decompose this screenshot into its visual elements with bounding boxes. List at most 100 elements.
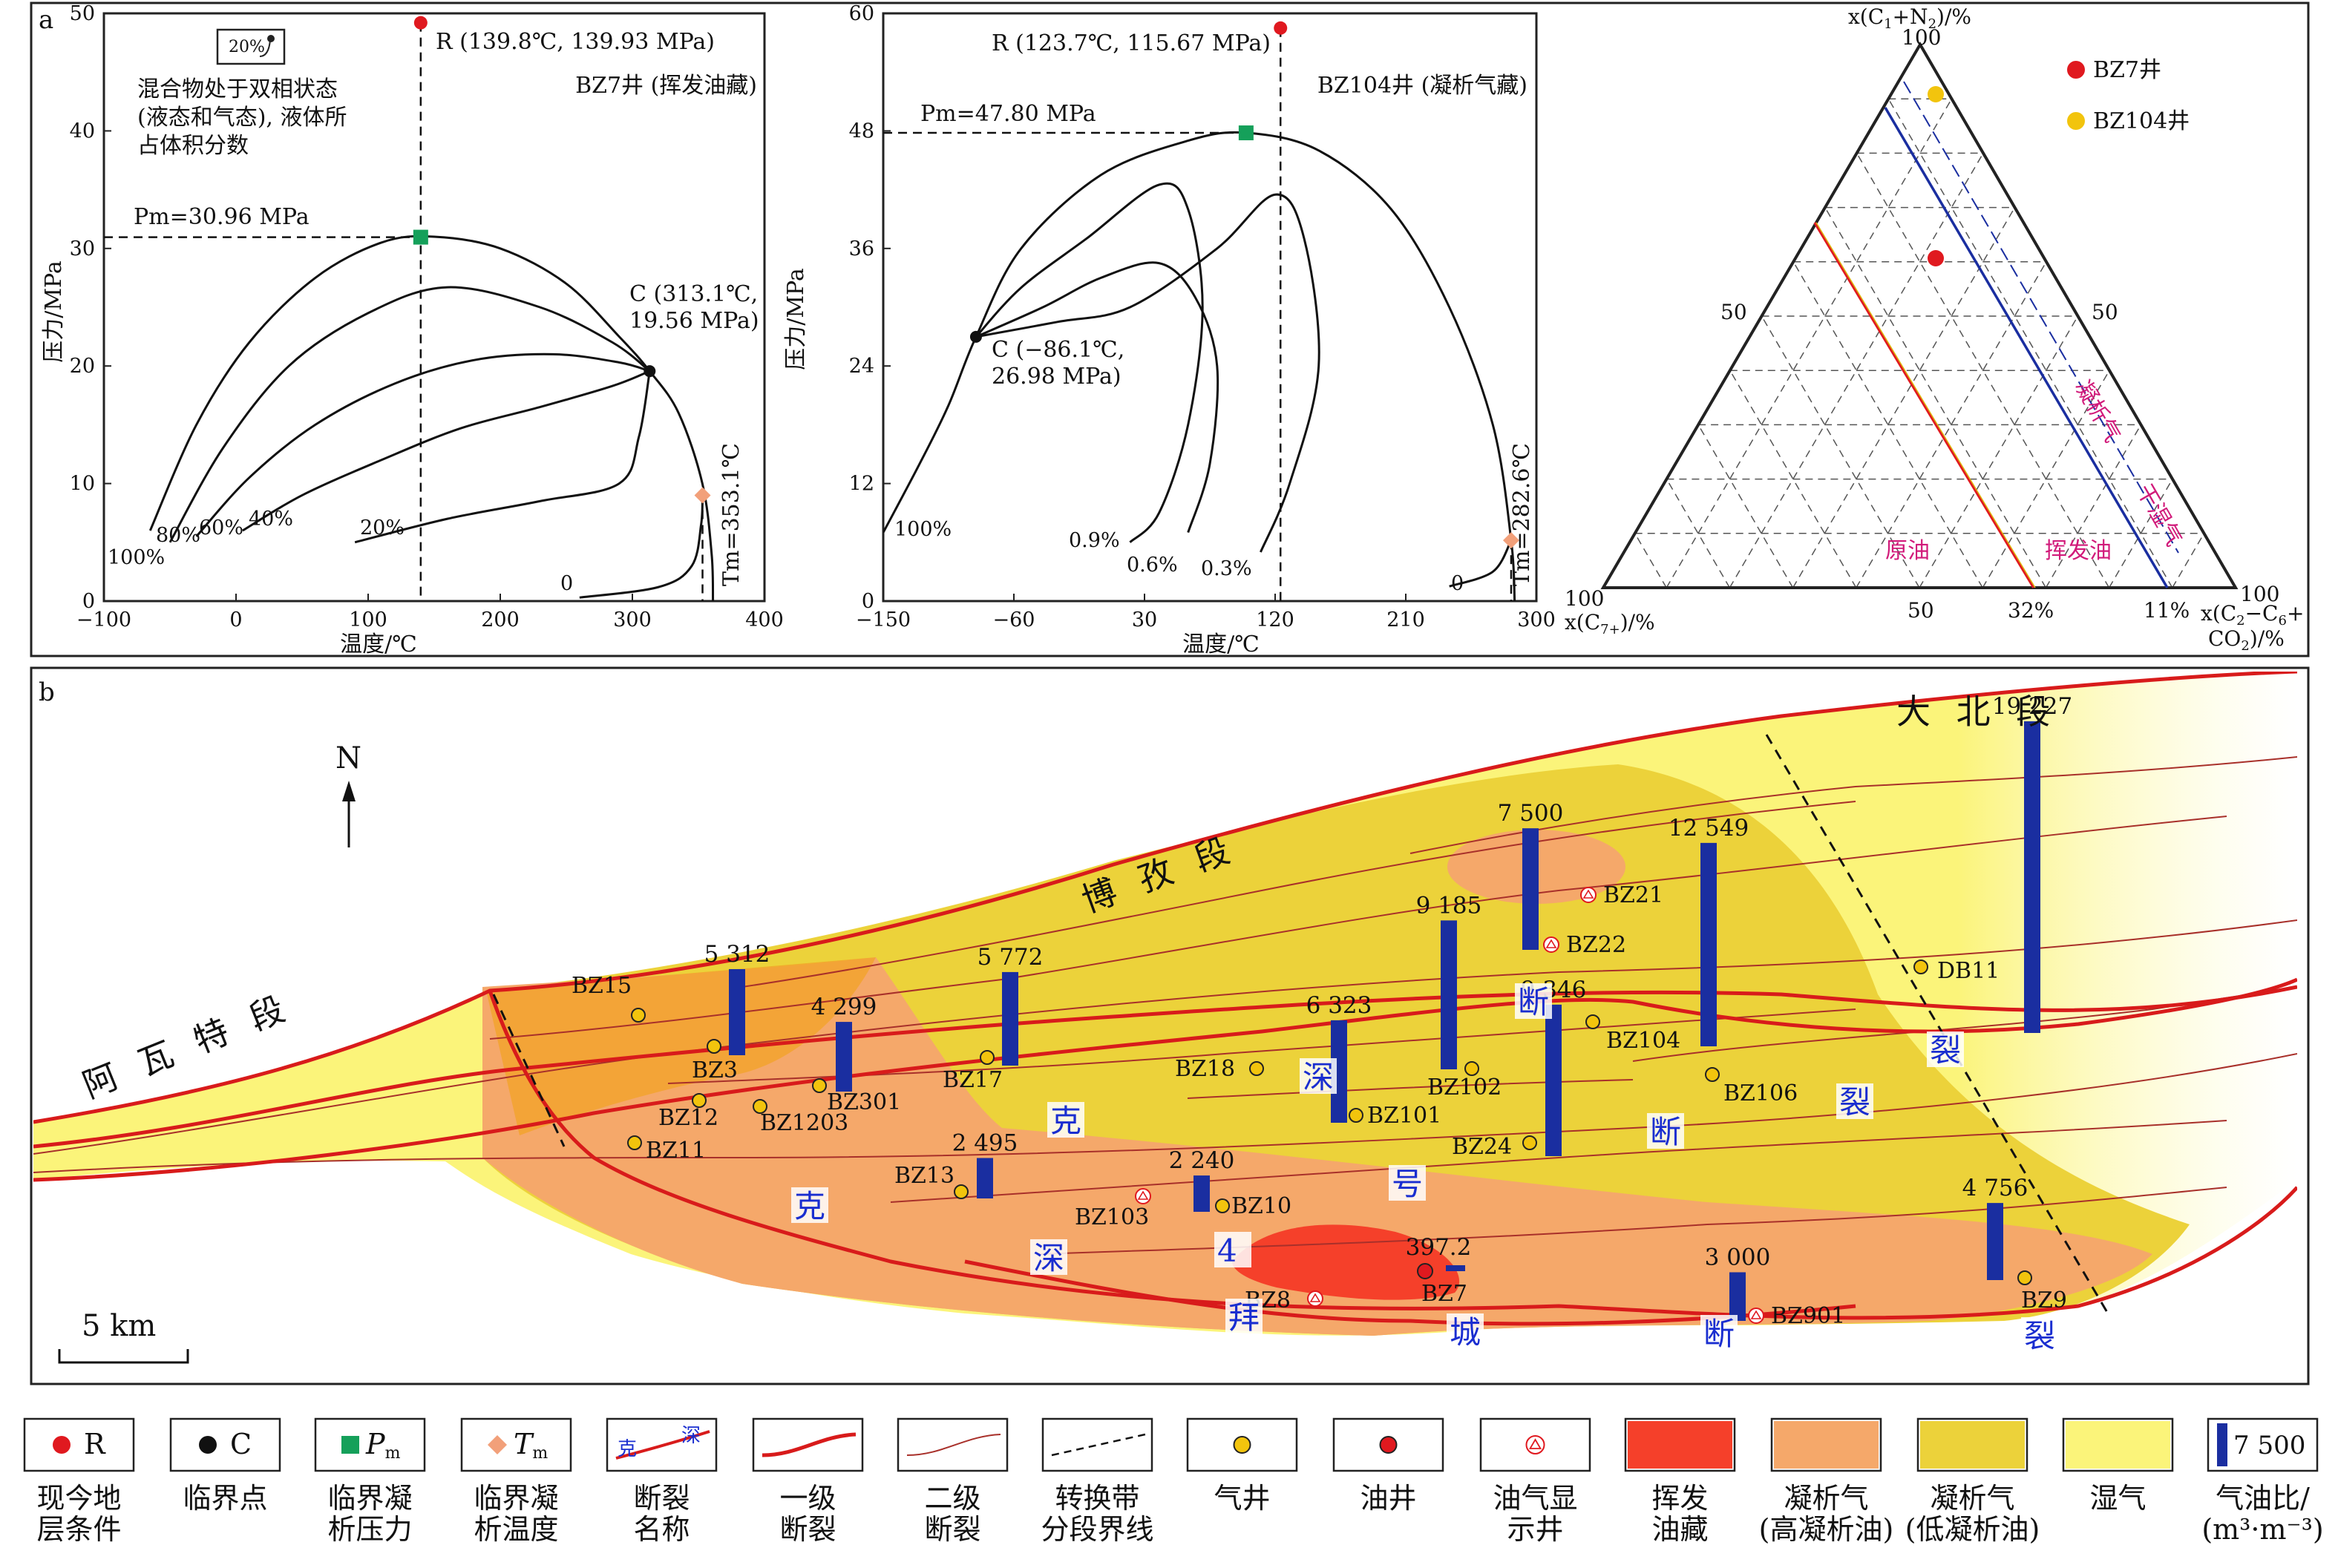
gas-well-BZ106 [1705, 1067, 1720, 1082]
gas-boundary-dashed-line [1903, 81, 2179, 554]
pm-marker [413, 229, 428, 245]
gor-bar-5772 [1002, 971, 1018, 1066]
legend-transfer-line [1051, 1433, 1146, 1457]
c-label-1: C (−86.1℃, [992, 337, 1124, 363]
well-label-BZ7: BZ7 [1421, 1281, 1467, 1307]
fault-name-char: 深 [1033, 1240, 1064, 1276]
legend-label-low-condensate: 凝析气 [1930, 1482, 2014, 1515]
north-label: N [335, 741, 361, 775]
gor-label-6323: 6 323 [1306, 992, 1372, 1019]
legend-label-r: 现今地 [36, 1482, 121, 1515]
x-tick-label: 300 [1517, 608, 1556, 632]
ternary-bottom-50: 50 [1908, 598, 1934, 623]
ternary-legend-bz104: BZ104井 [2093, 108, 2190, 134]
legend-fault-name-line [615, 1430, 710, 1460]
gor-bar-7500 [1522, 828, 1539, 950]
phase-diagram-bz104: −150 −60 30 120 210 300 0 12 24 36 48 60 100% 0.9% 0.… [783, 2, 1556, 657]
well-label-BZ9: BZ9 [2021, 1287, 2067, 1313]
legend-box-r [23, 1417, 135, 1472]
well-label-BZ21: BZ21 [1603, 882, 1663, 908]
gas-well-BZ9 [2017, 1270, 2032, 1285]
fault-name-bg [1927, 1031, 1964, 1067]
well-label-BZ101: BZ101 [1367, 1103, 1441, 1129]
chart-b-xlabel: 温度/℃ [1182, 632, 1260, 657]
gor-label-2240: 2 240 [1169, 1147, 1235, 1174]
show-well-triangle [1309, 1293, 1321, 1302]
well-label-BZ24: BZ24 [1452, 1134, 1512, 1160]
volatile-oil-zone [1232, 1224, 1460, 1300]
legend-label-gas-well: 气井 [1214, 1482, 1270, 1515]
ternary-legend-bz7: BZ7井 [2093, 57, 2161, 83]
curve-label: 0.3% [1201, 557, 1252, 580]
panel-b-label: b [39, 678, 55, 707]
north-arrow-head [342, 781, 356, 801]
legend-label-low-condensate: (低凝析油) [1905, 1513, 2040, 1546]
gas-well-BZ17 [980, 1050, 995, 1065]
legend-label-primary-fault: 一级 [779, 1482, 836, 1515]
legend-tm-marker [488, 1435, 507, 1454]
legend-gor-symbol: 7 500 [2233, 1431, 2305, 1460]
fault-name-char: 号 [1392, 1166, 1423, 1202]
legend-fault-name-char-2: 深 [681, 1425, 701, 1447]
legend-show-well-triangle [1528, 1438, 1542, 1449]
chart-a-ylabel: 压力/MPa [41, 260, 67, 363]
phase-curve-0.6pct [975, 261, 1219, 534]
legend-c-marker [199, 1436, 217, 1454]
ternary-gridline [1697, 424, 1794, 588]
legend-label-transfer: 转换带 [1055, 1482, 1139, 1515]
ternary-gridline [2045, 424, 2142, 588]
gor-bar-9346 [1545, 1004, 1562, 1156]
gas-well-BZ24 [1522, 1135, 1537, 1150]
gor-bar-9185 [1441, 920, 1457, 1069]
legend-swatch-low-condensate [1920, 1421, 2025, 1469]
well-label-BZ12: BZ12 [658, 1105, 718, 1131]
gas-well-BZ15 [631, 1008, 646, 1023]
gor-bar-4299 [836, 1022, 852, 1092]
fault-name-bg [1836, 1083, 1873, 1119]
ternary-gridline [1729, 153, 1984, 588]
tm-marker [1502, 532, 1519, 549]
gor-label-2495: 2 495 [952, 1129, 1018, 1156]
y-tick-label: 12 [849, 473, 874, 496]
x-tick-label: −60 [993, 608, 1035, 632]
gor-label-19227: 19 227 [1992, 693, 2072, 720]
show-well-BZ103 [1135, 1188, 1151, 1204]
gas-boundary-blue-line [1884, 107, 2169, 588]
legend-primary-fault-line [762, 1432, 857, 1457]
y-tick-label: 48 [849, 119, 874, 142]
ternary-gridline [1666, 98, 1953, 588]
legend-pm-marker [341, 1436, 359, 1454]
gas-well-DB11 [1913, 960, 1928, 974]
legend-label-transfer: 分段界线 [1041, 1513, 1153, 1546]
ternary-legend-bz104-marker [2067, 112, 2085, 130]
fault-name-char: 断 [1518, 984, 1549, 1020]
legend-label-primary-fault: 断裂 [779, 1513, 836, 1546]
gor-label-3000: 3 000 [1705, 1244, 1771, 1270]
ternary-apex-left-value: 100 [1565, 586, 1604, 611]
fault-name-char: 克 [1050, 1103, 1081, 1139]
legend-secondary-fault-line [906, 1434, 1001, 1456]
tm-label: Tm=353.1℃ [718, 443, 744, 586]
fault-name-char: 断 [1650, 1114, 1681, 1150]
phase-curve-0 [1449, 539, 1513, 588]
fault-name-bg [1030, 1239, 1067, 1275]
legend-box-tm [460, 1417, 572, 1472]
transfer-boundary-west [492, 994, 566, 1147]
y-tick-label: 0 [862, 590, 874, 613]
legend-box-transfer [1041, 1417, 1153, 1472]
legend-c-symbol: C [230, 1428, 252, 1460]
fault-name-char: 克 [794, 1188, 825, 1224]
legend-label-high-condensate: 凝析气 [1784, 1482, 1868, 1515]
ternary-legend-bz7-marker [2067, 61, 2085, 79]
phase-curve-20pct [354, 370, 651, 544]
fault-name-bg [1300, 1058, 1337, 1094]
fault-name-char: 裂 [1839, 1084, 1870, 1121]
pm-label: Pm=30.96 MPa [134, 204, 310, 230]
gor-label-9185: 9 185 [1416, 892, 1482, 919]
chart-a-marks: 100%80%60% 40% 20% 0 R (139.8℃, 139.93 MPa) C… [104, 16, 759, 601]
fault-name-bg [1447, 1313, 1484, 1349]
